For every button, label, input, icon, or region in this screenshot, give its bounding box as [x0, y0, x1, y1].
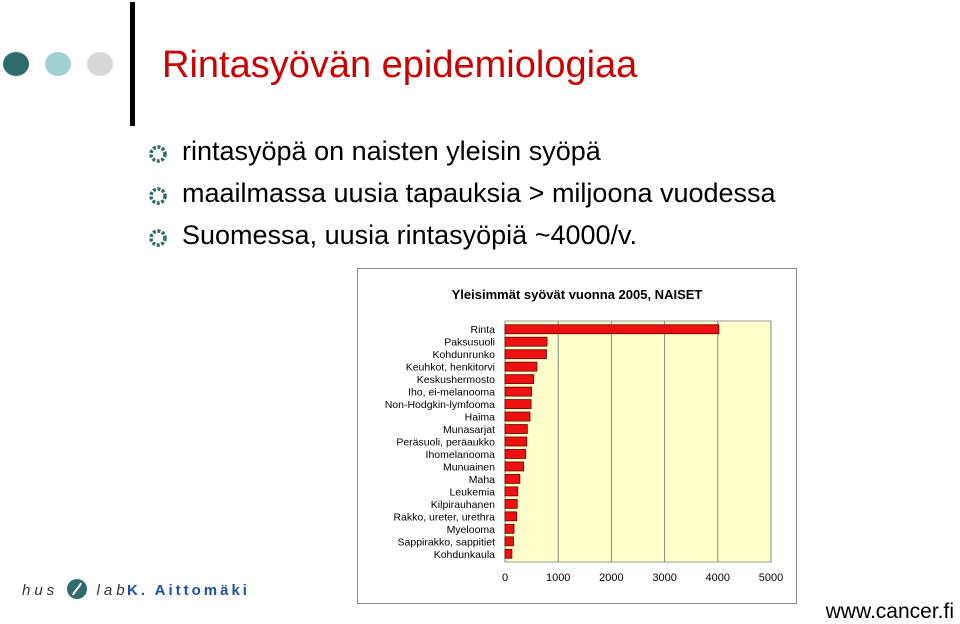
category-label: Kilpirauhanen [431, 499, 495, 511]
category-label: Peräsuoli, peräaukko [396, 437, 495, 449]
slide-title: Rintasyövän epidemiologiaa [162, 44, 638, 86]
logo-text-left: hus [22, 582, 59, 599]
logo-text-right: lab [96, 582, 129, 599]
category-label: Keuhkot, henkitorvi [406, 362, 495, 374]
bar [504, 449, 527, 459]
bar [504, 399, 532, 409]
gear-bullet-icon [149, 187, 167, 205]
bar [504, 486, 519, 497]
category-label: Haima [465, 412, 496, 424]
x-tick-label: 1000 [546, 572, 570, 584]
category-label: Munuainen [443, 461, 495, 473]
bar [504, 386, 533, 397]
decor-dot-mid [45, 52, 71, 76]
bar [504, 349, 547, 360]
bar [504, 424, 528, 434]
category-label: Iho, ei-melanooma [408, 387, 495, 399]
bar-chart: Yleisimmät syövät vuonna 2005, NAISET 0 10… [385, 287, 784, 584]
source-url: www.cancer.fi [825, 600, 954, 623]
bar [504, 548, 513, 559]
bar [504, 374, 535, 385]
category-label: Kohdunkaula [434, 549, 495, 561]
category-label: Non-Hodgkin-lymfooma [385, 399, 495, 411]
decor-dot-dark [3, 52, 29, 76]
huslab-logo: hus lab [22, 578, 129, 600]
chart-frame: Yleisimmät syövät vuonna 2005, NAISET 0 10… [357, 268, 797, 604]
bullet-text: maailmassa uusia tapauksia > miljoona vu… [182, 178, 776, 208]
x-tick-label: 3000 [652, 572, 676, 584]
title-divider [130, 2, 135, 126]
bar [504, 336, 548, 347]
category-label: Sappirakko, sappitiet [398, 536, 496, 548]
bullet-text: rintasyöpä on naisten yleisin syöpä [182, 136, 601, 166]
huslab-emblem-icon [67, 579, 88, 599]
category-label: Munasarjat [443, 424, 495, 436]
bar [504, 523, 515, 534]
bar [504, 411, 531, 422]
category-label: Keskushermosto [417, 374, 495, 386]
x-tick-label: 2000 [599, 572, 623, 584]
gear-bullet-icon [149, 145, 167, 163]
category-label: Leukemia [449, 486, 495, 498]
category-label: Rinta [470, 324, 495, 336]
author-label: K. Aittomäki [127, 582, 250, 599]
bar [504, 461, 525, 472]
category-label: Maha [469, 474, 495, 486]
bar [504, 498, 518, 509]
category-label: Myelooma [447, 524, 496, 536]
x-tick-label: 4000 [706, 572, 730, 584]
x-tick-label: 0 [502, 572, 508, 584]
category-label: Rakko, ureter, urethra [393, 511, 495, 523]
bar [504, 324, 720, 335]
bullet-text: Suomessa, uusia rintasyöpiä ~4000/v. [182, 220, 638, 250]
gear-bullet-icon [149, 229, 167, 247]
bar [504, 436, 528, 447]
category-label: Kohdunrunko [433, 349, 496, 361]
category-label: Ihomelanooma [426, 449, 496, 461]
chart-title: Yleisimmät syövät vuonna 2005, NAISET [452, 287, 703, 302]
category-label: Paksusuoli [444, 337, 495, 349]
x-tick-label: 5000 [759, 572, 783, 584]
decor-dot-light [87, 52, 113, 76]
bar [504, 361, 538, 372]
bar [504, 474, 521, 484]
bar [504, 536, 514, 547]
bar [504, 511, 518, 522]
